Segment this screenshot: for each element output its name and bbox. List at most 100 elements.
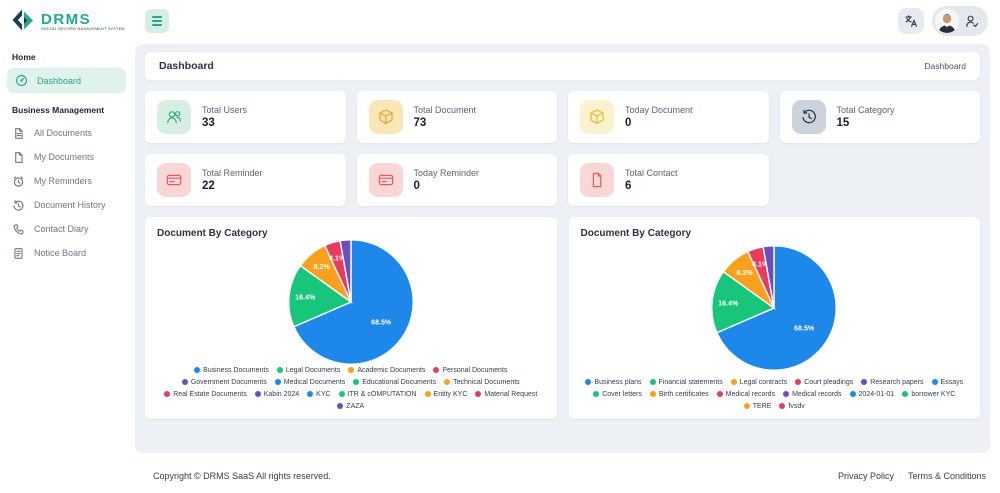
legend-dot	[730, 379, 737, 386]
legend-label: Cover letters	[602, 390, 642, 398]
legend-item[interactable]: borrower KYC	[902, 390, 955, 399]
legend-item[interactable]: Kabin 2024	[254, 390, 299, 399]
language-button[interactable]	[898, 8, 924, 34]
legend-label: Medical Documents	[283, 378, 346, 386]
copyright-text: Copyright © DRMS SaaS All rights reserve…	[153, 471, 331, 481]
legend-item[interactable]: Research papers	[861, 378, 924, 387]
legend-label: Personal Documents	[442, 366, 508, 374]
legend-dot	[274, 379, 281, 386]
sidebar: DRMS DIGITAL RECORD MANAGEMENT SYSTEM Ho…	[0, 0, 133, 493]
legend-item[interactable]: Personal Documents	[433, 366, 507, 375]
dashboard-icon	[16, 75, 27, 86]
stat-label: Today Reminder	[413, 168, 480, 178]
legend-dot	[181, 379, 188, 386]
stat-value: 0	[625, 117, 632, 129]
pie-slice[interactable]	[339, 239, 352, 303]
stat-card-today-reminder: Today Reminder 0	[356, 154, 557, 206]
legend-label: ITR & cOMPUTATION	[347, 390, 417, 398]
legend-dot	[353, 379, 360, 386]
legend-item[interactable]: Financial statements	[649, 378, 723, 387]
chart-card-documents-by-category: Document By Category 68.5% 16.4% 8.2% 4.1% …	[145, 217, 557, 419]
stat-label: Total Contact	[625, 168, 678, 178]
legend-item[interactable]: Cover letters	[593, 390, 642, 399]
legend-dot	[716, 391, 723, 398]
legend-item[interactable]: Medical records	[783, 390, 842, 399]
legend-item[interactable]: Academic Documents	[348, 366, 425, 375]
drms-logo-icon	[12, 9, 33, 31]
card-icon	[378, 174, 393, 186]
stat-value: 33	[202, 117, 215, 129]
legend-dot	[194, 367, 201, 374]
legend-label: Legal contracts	[739, 378, 788, 386]
pie-slice[interactable]	[711, 271, 776, 335]
sidebar-item-dashboard[interactable]: Dashboard	[7, 68, 126, 93]
legend-item[interactable]: KYC	[307, 390, 331, 399]
privacy-policy-link[interactable]: Privacy Policy	[837, 471, 894, 481]
pie-slice[interactable]	[287, 265, 353, 328]
legend-item[interactable]: Technical Documents	[444, 378, 520, 387]
breadcrumb[interactable]: Dashboard	[924, 61, 966, 71]
main-column: Dashboard Dashboard Total Users 33 Total…	[133, 0, 1000, 493]
sidebar-item-my-documents[interactable]: My Documents	[0, 145, 133, 169]
sidebar-item-my-reminders[interactable]: My Reminders	[0, 169, 133, 193]
legend-item[interactable]: Medical records	[716, 390, 775, 399]
legend-label: Birth certificates	[658, 390, 709, 398]
user-avatar	[935, 9, 959, 33]
sidebar-item-notice-board[interactable]: Notice Board	[0, 241, 133, 265]
legend-item[interactable]: TERE	[743, 402, 772, 411]
charts-row: Document By Category 68.5% 16.4% 8.2% 4.1% …	[145, 217, 980, 419]
legend-label: Court pleadings	[804, 378, 854, 386]
legend-item[interactable]: fvsdv	[779, 402, 805, 411]
legend-item[interactable]: Business plans	[585, 378, 642, 387]
pie-slice[interactable]	[292, 239, 414, 366]
terms-conditions-link[interactable]: Terms & Conditions	[907, 471, 986, 481]
pie-slice-label: 16.4%	[295, 295, 316, 302]
legend-item[interactable]: Medical Documents	[274, 378, 346, 387]
legend-item[interactable]: ITR & cOMPUTATION	[338, 390, 417, 399]
legend-item[interactable]: Legal Documents	[276, 366, 340, 375]
pie-slice-label: 68.5%	[794, 326, 815, 333]
legend-item[interactable]: Essays	[931, 378, 963, 387]
legend-item[interactable]: Birth certificates	[649, 390, 709, 399]
legend-dot	[593, 391, 600, 398]
sidebar-section-business: Business Management	[12, 105, 105, 115]
brand-logo[interactable]: DRMS DIGITAL RECORD MANAGEMENT SYSTEM	[0, 0, 133, 42]
sidebar-item-document-history[interactable]: Document History	[0, 193, 133, 217]
stats-row-2: Total Reminder 22 Today Reminder 0 Total…	[145, 154, 980, 206]
sidebar-item-contact-diary[interactable]: Contact Diary	[0, 217, 133, 241]
pie-slice-label: 8.2%	[737, 270, 754, 277]
sidebar-item-label: Notice Board	[34, 248, 87, 258]
legend-item[interactable]: ZAZA	[337, 402, 364, 411]
legend-item[interactable]: Material Request	[475, 390, 537, 399]
menu-toggle-button[interactable]	[145, 9, 169, 33]
legend-label: Material Request	[484, 390, 538, 398]
legend-item[interactable]: Government Documents	[181, 378, 267, 387]
legend-item[interactable]: Court pleadings	[795, 378, 853, 387]
legend-item[interactable]: Business Documents	[194, 366, 269, 375]
legend-label: Business Documents	[203, 366, 269, 374]
pie-slice[interactable]	[716, 245, 838, 372]
chart-title: Document By Category	[580, 228, 692, 239]
legend-item[interactable]: 2024-01-01	[849, 390, 894, 399]
stat-label: Total Reminder	[202, 168, 263, 178]
legend-label: Academic Documents	[357, 366, 426, 374]
legend-label: TERE	[752, 402, 772, 410]
legend-dot	[931, 379, 938, 386]
hamburger-icon	[152, 16, 162, 18]
legend-dot	[849, 391, 856, 398]
stat-label: Total Document	[413, 105, 477, 115]
legend-item[interactable]: Entity KYC	[424, 390, 467, 399]
legend-dot	[649, 391, 656, 398]
legend-item[interactable]: Real Estate Documents	[164, 390, 247, 399]
profile-menu[interactable]	[932, 6, 988, 36]
sidebar-item-label: Dashboard	[37, 75, 82, 86]
file-icon	[15, 151, 23, 163]
legend-label: fvsdv	[788, 402, 805, 410]
sidebar-item-all-documents[interactable]: All Documents	[0, 121, 133, 145]
pie-slice[interactable]	[762, 245, 775, 309]
chart-legend: Business Documents Legal Documents Academi…	[157, 366, 545, 411]
legend-dot	[433, 367, 440, 374]
board-icon	[14, 247, 23, 259]
legend-item[interactable]: Educational Documents	[353, 378, 436, 387]
legend-item[interactable]: Legal contracts	[730, 378, 788, 387]
